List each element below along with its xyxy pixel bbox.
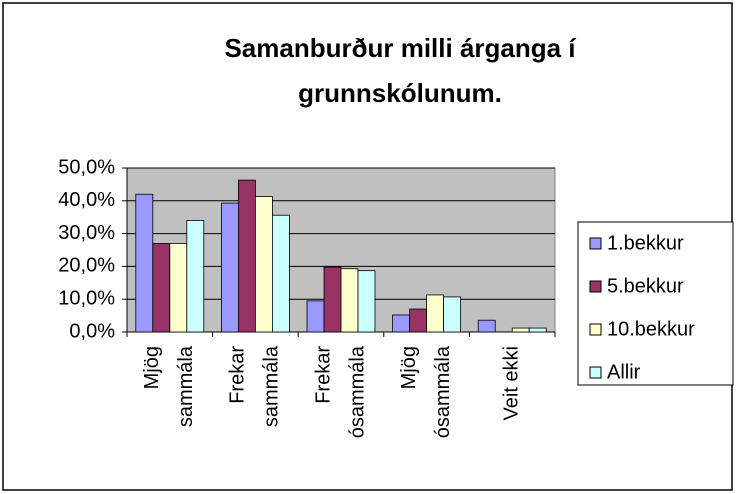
legend <box>577 221 734 386</box>
y-tick-label: 30,0% <box>58 222 115 244</box>
legend-swatch <box>589 237 602 250</box>
bar <box>340 268 359 333</box>
bar <box>511 327 530 333</box>
bar <box>306 300 325 333</box>
x-tick-label: Frekar <box>312 346 334 404</box>
x-tick-label: Mjög <box>398 346 420 389</box>
y-tick-label: 10,0% <box>58 287 115 309</box>
x-tick-label: Mjög <box>141 346 163 389</box>
y-tick-label: 40,0% <box>58 189 115 211</box>
legend-swatch <box>589 323 602 336</box>
bar <box>443 296 462 333</box>
bar <box>357 270 376 333</box>
y-tick-label: 20,0% <box>58 255 115 277</box>
legend-label: 5.bekkur <box>607 275 684 297</box>
bar <box>237 179 256 333</box>
chart-title: Samanburður milli árganga í <box>224 33 576 63</box>
chart-title: grunnskólunum. <box>298 78 502 108</box>
x-tick-label: ósammála <box>346 345 368 438</box>
legend-label: 10.bekkur <box>607 318 695 340</box>
legend-label: 1.bekkur <box>607 232 684 254</box>
bar <box>220 202 239 333</box>
bar <box>135 193 154 333</box>
x-tick-label: Frekar <box>227 346 249 404</box>
legend-swatch <box>589 366 602 379</box>
bar <box>409 308 428 333</box>
x-tick-label: sammála <box>261 345 283 427</box>
bar <box>152 243 171 333</box>
x-tick-label: sammála <box>175 345 197 427</box>
bar <box>323 266 342 333</box>
bar <box>186 220 205 333</box>
y-tick-label: 50,0% <box>58 156 115 178</box>
bar <box>392 314 411 333</box>
bar <box>528 327 547 333</box>
bar <box>477 319 496 333</box>
legend-swatch <box>589 280 602 293</box>
x-tick-label: Veit ekki <box>500 346 522 420</box>
bar <box>254 196 273 333</box>
bar <box>169 243 188 333</box>
bar <box>271 214 290 333</box>
bar <box>426 294 445 333</box>
x-tick-label: ósammála <box>432 345 454 438</box>
y-tick-label: 0,0% <box>69 320 115 342</box>
legend-label: Allir <box>607 361 641 383</box>
